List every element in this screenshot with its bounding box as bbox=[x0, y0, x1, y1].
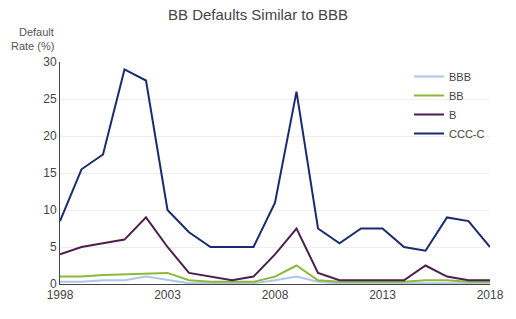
svg-text:2013: 2013 bbox=[369, 288, 396, 302]
svg-text:25: 25 bbox=[43, 92, 57, 106]
svg-text:Rate (%): Rate (%) bbox=[11, 40, 54, 52]
svg-text:BBB: BBB bbox=[449, 71, 471, 83]
svg-text:20: 20 bbox=[43, 129, 57, 143]
svg-text:15: 15 bbox=[43, 166, 57, 180]
svg-text:10: 10 bbox=[43, 203, 57, 217]
svg-text:2008: 2008 bbox=[262, 288, 289, 302]
svg-text:5: 5 bbox=[50, 240, 57, 254]
svg-text:1998: 1998 bbox=[47, 288, 74, 302]
svg-text:0: 0 bbox=[50, 277, 57, 291]
svg-text:BB Defaults Similar to BBB: BB Defaults Similar to BBB bbox=[168, 6, 348, 23]
svg-text:2018: 2018 bbox=[477, 288, 504, 302]
svg-text:Default: Default bbox=[19, 26, 54, 38]
svg-text:B: B bbox=[449, 109, 456, 121]
svg-text:30: 30 bbox=[43, 55, 57, 69]
svg-text:CCC-C: CCC-C bbox=[449, 128, 484, 140]
svg-text:2003: 2003 bbox=[154, 288, 181, 302]
svg-text:BB: BB bbox=[449, 90, 464, 102]
